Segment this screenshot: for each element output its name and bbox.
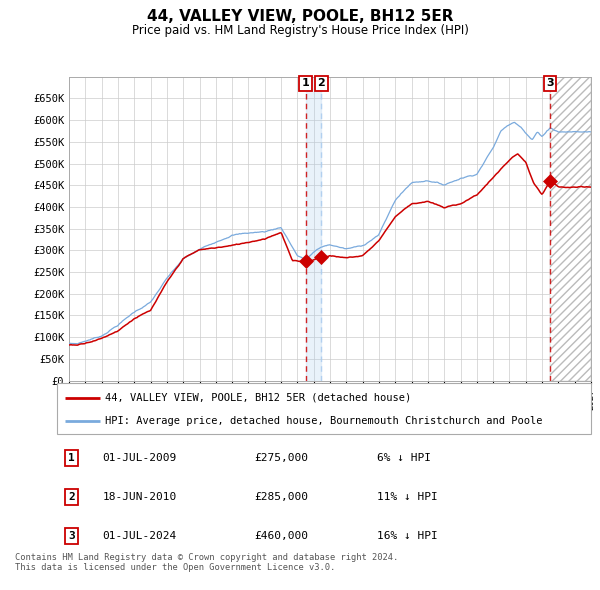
Text: Contains HM Land Registry data © Crown copyright and database right 2024.: Contains HM Land Registry data © Crown c…	[15, 553, 398, 562]
Text: 2: 2	[68, 492, 75, 502]
Text: £285,000: £285,000	[254, 492, 308, 502]
Text: 2: 2	[317, 78, 325, 88]
Text: This data is licensed under the Open Government Licence v3.0.: This data is licensed under the Open Gov…	[15, 563, 335, 572]
Text: 11% ↓ HPI: 11% ↓ HPI	[377, 492, 438, 502]
Bar	[305, 77, 321, 381]
Text: 01-JUL-2009: 01-JUL-2009	[103, 453, 176, 463]
Text: 18-JUN-2010: 18-JUN-2010	[103, 492, 176, 502]
Bar	[550, 77, 591, 381]
Text: £460,000: £460,000	[254, 531, 308, 541]
Text: 6% ↓ HPI: 6% ↓ HPI	[377, 453, 431, 463]
Text: 3: 3	[68, 531, 75, 541]
Text: Price paid vs. HM Land Registry's House Price Index (HPI): Price paid vs. HM Land Registry's House …	[131, 24, 469, 37]
Text: 01-JUL-2024: 01-JUL-2024	[103, 531, 176, 541]
Text: 44, VALLEY VIEW, POOLE, BH12 5ER: 44, VALLEY VIEW, POOLE, BH12 5ER	[147, 9, 453, 24]
Text: HPI: Average price, detached house, Bournemouth Christchurch and Poole: HPI: Average price, detached house, Bour…	[105, 416, 542, 426]
Bar	[550, 77, 591, 381]
Text: 16% ↓ HPI: 16% ↓ HPI	[377, 531, 438, 541]
Text: 3: 3	[547, 78, 554, 88]
Text: 44, VALLEY VIEW, POOLE, BH12 5ER (detached house): 44, VALLEY VIEW, POOLE, BH12 5ER (detach…	[105, 392, 412, 402]
Text: 1: 1	[68, 453, 75, 463]
Text: £275,000: £275,000	[254, 453, 308, 463]
Text: 1: 1	[302, 78, 310, 88]
